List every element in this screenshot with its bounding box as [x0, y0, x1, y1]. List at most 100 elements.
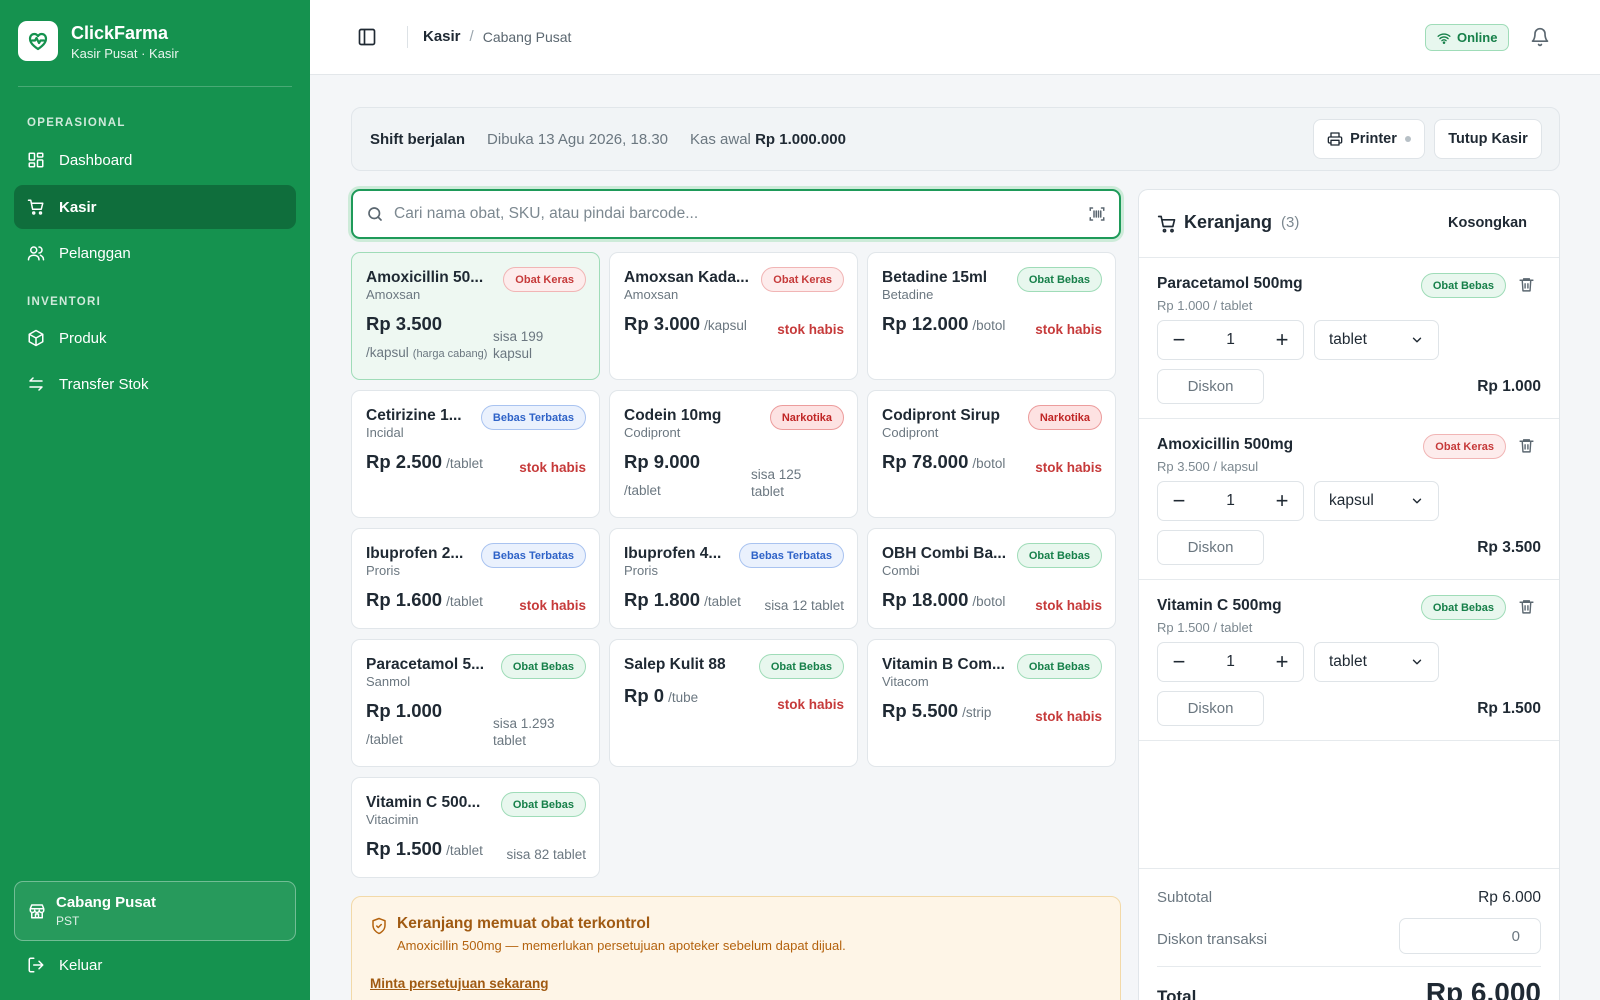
product-brand: Vitacom: [882, 674, 929, 689]
decrement-button[interactable]: −: [1172, 488, 1186, 513]
quantity-value[interactable]: 1: [1226, 653, 1235, 670]
product-unit: /tablet: [446, 843, 483, 858]
sidebar-toggle-button[interactable]: [357, 27, 377, 52]
stock-remaining: sisa 12 tablet: [764, 598, 844, 613]
product-brand: Amoxsan: [366, 287, 421, 302]
product-price: Rp 3.500: [366, 313, 443, 334]
product-name: Codein 10mg: [624, 407, 722, 424]
sidebar-item-dashboard[interactable]: Dashboard: [14, 138, 296, 182]
product-grid: Amoxicillin 50... Obat Keras Amoxsan Rp 3.5…: [351, 252, 1121, 878]
drug-class-badge: Obat Bebas: [500, 654, 586, 679]
total-label: Total: [1157, 987, 1197, 1000]
stock-remaining: sisa 1.293 tablet: [493, 716, 555, 748]
product-card[interactable]: Cetirizine 1... Bebas Terbatas Incidal Rp 2…: [351, 390, 600, 518]
sidebar-item-label: Produk: [59, 329, 107, 347]
breadcrumb-current: Kasir: [423, 28, 461, 45]
product-card[interactable]: Ibuprofen 2... Bebas Terbatas Proris Rp 1.6…: [351, 528, 600, 629]
printer-button[interactable]: Printer: [1313, 119, 1425, 159]
printer-label: Printer: [1350, 131, 1397, 147]
breadcrumb: Kasir / Cabang Pusat: [423, 28, 571, 45]
logout-label: Keluar: [59, 956, 103, 974]
product-unit: /botol: [972, 594, 1006, 609]
product-card[interactable]: Amoxicillin 50... Obat Keras Amoxsan Rp 3.5…: [351, 252, 600, 380]
quantity-stepper: − 1 +: [1157, 320, 1304, 360]
unit-select[interactable]: kapsul: [1314, 481, 1439, 521]
quantity-value[interactable]: 1: [1226, 331, 1235, 348]
increment-button[interactable]: +: [1275, 327, 1289, 352]
product-card[interactable]: Paracetamol 5... Obat Bebas Sanmol Rp 1.000…: [351, 639, 600, 767]
status-label: Online: [1457, 30, 1498, 45]
product-card[interactable]: Amoxsan Kada... Obat Keras Amoxsan Rp 3.000…: [609, 252, 858, 380]
product-card[interactable]: OBH Combi Ba... Obat Bebas Combi Rp 18.000/…: [867, 528, 1116, 629]
item-discount-button[interactable]: Diskon: [1157, 369, 1264, 404]
drug-class-badge: Obat Keras: [503, 267, 586, 292]
drug-class-badge: Obat Bebas: [1420, 273, 1506, 298]
product-name: Betadine 15ml: [882, 269, 988, 286]
drug-class-badge: Obat Bebas: [1016, 267, 1102, 292]
product-unit: /tablet: [624, 483, 661, 498]
stock-remaining: sisa 199 kapsul: [493, 329, 544, 361]
increment-button[interactable]: +: [1275, 649, 1289, 674]
drug-class-badge: Narkotika: [1027, 405, 1102, 430]
stock-remaining: sisa 82 tablet: [506, 847, 586, 862]
product-card[interactable]: Ibuprofen 4... Bebas Terbatas Proris Rp 1.8…: [609, 528, 858, 629]
sidebar-item-pelanggan[interactable]: Pelanggan: [14, 231, 296, 275]
increment-button[interactable]: +: [1275, 488, 1289, 513]
product-card[interactable]: Vitamin C 500... Obat Bebas Vitacimin Rp 1.…: [351, 777, 600, 878]
product-brand: Amoxsan: [624, 287, 679, 302]
trash-icon[interactable]: [1518, 437, 1535, 459]
drug-class-badge: Obat Keras: [1423, 434, 1506, 459]
store-icon: [29, 904, 45, 919]
product-card[interactable]: Codipront Sirup Narkotika Codipront Rp 78.0…: [867, 390, 1116, 518]
warning-title: Keranjang memuat obat terkontrol: [397, 915, 651, 932]
breadcrumb-branch[interactable]: Cabang Pusat: [482, 28, 572, 45]
cart-item-total: Rp 3.500: [1477, 539, 1541, 556]
product-unit: /tablet: [446, 594, 483, 609]
logout-icon: [28, 957, 44, 973]
drug-class-badge: Obat Bebas: [1420, 595, 1506, 620]
cart-header: Keranjang (3) Kosongkan: [1139, 190, 1559, 258]
decrement-button[interactable]: −: [1172, 649, 1186, 674]
logout-button[interactable]: Keluar: [27, 956, 102, 974]
out-of-stock-label: stok habis: [1035, 460, 1102, 475]
product-name: Amoxicillin 50...: [366, 269, 484, 286]
unit-select-value: tablet: [1329, 653, 1367, 670]
product-price: Rp 1.800: [624, 589, 701, 610]
unit-select[interactable]: tablet: [1314, 642, 1439, 682]
unit-select[interactable]: tablet: [1314, 320, 1439, 360]
transaction-discount-input[interactable]: [1399, 918, 1541, 954]
product-price: Rp 3.000: [624, 313, 701, 334]
decrement-button[interactable]: −: [1172, 327, 1186, 352]
trash-icon[interactable]: [1518, 276, 1535, 298]
request-approval-link[interactable]: Minta persetujuan sekarang: [370, 976, 549, 991]
barcode-scan-icon[interactable]: [1088, 205, 1106, 228]
product-price: Rp 78.000: [882, 451, 969, 472]
product-price: Rp 1.600: [366, 589, 443, 610]
product-card[interactable]: Vitamin B Com... Obat Bebas Vitacom Rp 5.50…: [867, 639, 1116, 767]
branch-switcher[interactable]: Cabang Pusat PST: [14, 881, 296, 941]
clear-cart-button[interactable]: Kosongkan: [1448, 215, 1527, 231]
sidebar-item-transfer-stok[interactable]: Transfer Stok: [14, 362, 296, 406]
sidebar-item-kasir[interactable]: Kasir: [14, 185, 296, 229]
stock-remaining: sisa 125 tablet: [751, 467, 802, 499]
sidebar: ClickFarma Kasir Pusat · Kasir OPERASION…: [0, 0, 310, 1000]
cart-item-name: Amoxicillin 500mg: [1157, 436, 1294, 453]
cart-count: (3): [1281, 214, 1300, 231]
sidebar-item-produk[interactable]: Produk: [14, 316, 296, 360]
search-input[interactable]: [394, 205, 1054, 223]
quantity-value[interactable]: 1: [1226, 492, 1235, 509]
item-discount-button[interactable]: Diskon: [1157, 530, 1264, 565]
product-card[interactable]: Codein 10mg Narkotika Codipront Rp 9.000/ta…: [609, 390, 858, 518]
product-card[interactable]: Salep Kulit 88 Obat Bebas Rp 0/tube stok ha…: [609, 639, 858, 767]
section-title-operasional: OPERASIONAL: [27, 117, 126, 129]
product-price: Rp 5.500: [882, 700, 959, 721]
close-register-button[interactable]: Tutup Kasir: [1434, 119, 1542, 159]
branch-code: PST: [56, 914, 80, 928]
notifications-button[interactable]: [1530, 27, 1550, 52]
item-discount-button[interactable]: Diskon: [1157, 691, 1264, 726]
product-unit: /tablet: [366, 732, 403, 747]
trash-icon[interactable]: [1518, 598, 1535, 620]
cart-item-total: Rp 1.500: [1477, 700, 1541, 717]
product-card[interactable]: Betadine 15ml Obat Bebas Betadine Rp 12.000…: [867, 252, 1116, 380]
controlled-drug-warning: Keranjang memuat obat terkontrol Amoxici…: [351, 896, 1121, 1000]
